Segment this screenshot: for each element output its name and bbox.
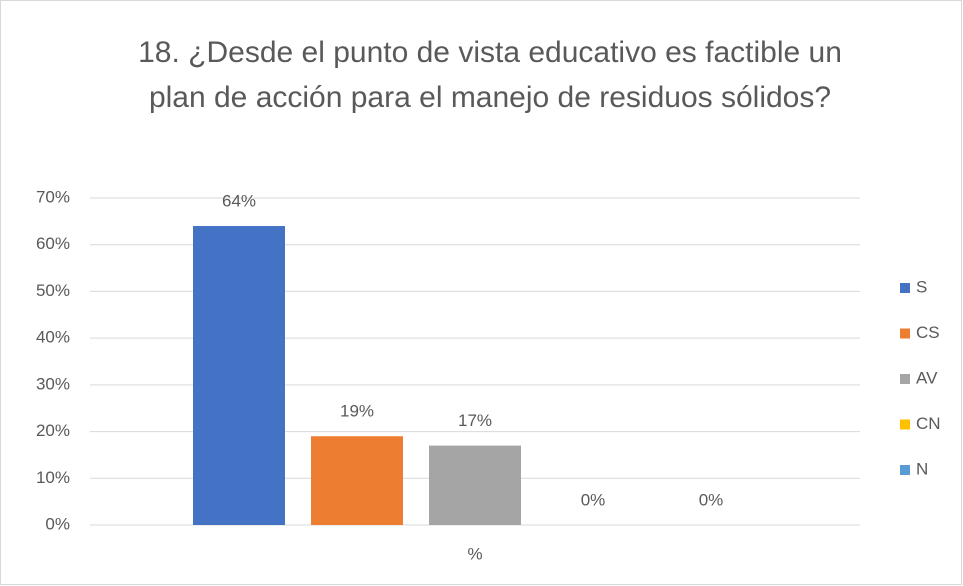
x-tick-label: %: [467, 544, 482, 563]
data-label: 19%: [340, 402, 374, 421]
legend-label: CN: [916, 414, 941, 433]
y-tick-label: 0%: [45, 514, 70, 533]
legend-label: CS: [916, 323, 940, 342]
bar: [429, 445, 521, 525]
bar: [311, 436, 403, 525]
data-label: 64%: [222, 192, 256, 211]
legend-swatch: [900, 465, 910, 475]
y-tick-label: 10%: [36, 468, 70, 487]
data-label: 0%: [581, 490, 606, 509]
bar: [193, 226, 285, 525]
y-tick-label: 20%: [36, 421, 70, 440]
chart-title: 18. ¿Desde el punto de vista educativo e…: [138, 36, 842, 114]
y-tick-label: 60%: [36, 234, 70, 253]
data-label: 0%: [699, 490, 724, 509]
data-label: 17%: [458, 411, 492, 430]
y-tick-label: 30%: [36, 374, 70, 393]
y-tick-label: 70%: [36, 187, 70, 206]
legend-swatch: [900, 374, 910, 384]
legend-label: AV: [916, 368, 938, 387]
legend-swatch: [900, 419, 910, 430]
legend-swatch: [900, 328, 910, 339]
legend-label: N: [916, 459, 928, 478]
y-tick-label: 50%: [36, 281, 70, 300]
y-tick-label: 40%: [36, 328, 70, 347]
legend-swatch: [900, 283, 910, 293]
legend-label: S: [916, 277, 927, 296]
